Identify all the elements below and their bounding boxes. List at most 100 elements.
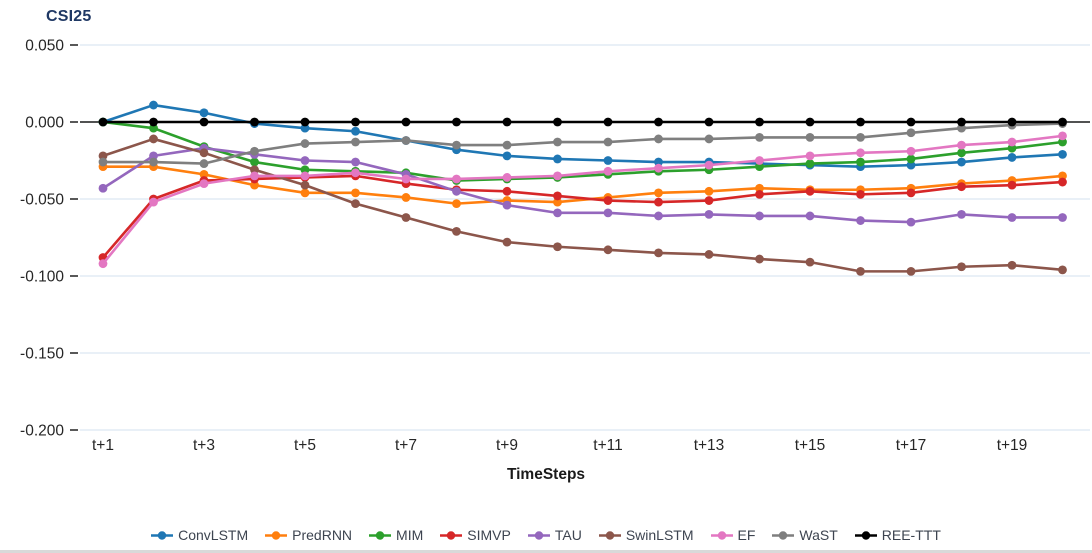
- legend-marker-icon: [265, 530, 288, 540]
- data-point-ef: [856, 148, 865, 158]
- data-point-convlstm: [1007, 153, 1017, 162]
- data-point-wast: [856, 133, 865, 142]
- data-point-tau: [755, 211, 764, 221]
- data-point-ef: [401, 174, 411, 184]
- data-point-ree-ttt: [1007, 117, 1017, 127]
- data-point-ef: [199, 179, 209, 189]
- legend-item-wast: WaST: [772, 527, 838, 543]
- legend-item-ree-ttt: REE-TTT: [854, 527, 941, 543]
- data-point-mim: [805, 159, 815, 168]
- data-point-ree-ttt: [250, 117, 259, 127]
- data-point-tau: [502, 200, 512, 210]
- data-point-ree-ttt: [856, 117, 865, 127]
- x-tick-label: t+15: [795, 437, 826, 454]
- data-point-ree-ttt: [906, 117, 916, 127]
- data-point-mim: [957, 148, 966, 158]
- data-point-swinlstm: [704, 250, 714, 259]
- data-point-predrnn: [755, 183, 764, 193]
- data-point-ef: [149, 197, 158, 207]
- data-point-tau: [1007, 213, 1017, 222]
- data-point-predrnn: [452, 199, 461, 209]
- data-point-ef: [755, 156, 764, 165]
- data-point-mim: [149, 123, 158, 133]
- data-point-tau: [149, 151, 158, 161]
- data-point-tau: [603, 208, 613, 218]
- legend-marker-icon: [527, 530, 550, 540]
- data-point-swinlstm: [351, 199, 360, 209]
- legend-item-simvp: SIMVP: [440, 527, 511, 543]
- data-point-ef: [957, 140, 966, 150]
- data-point-tau: [957, 210, 966, 219]
- data-point-swinlstm: [805, 257, 815, 267]
- legend-item-predrnn: PredRNN: [265, 527, 352, 543]
- data-point-ree-ttt: [401, 117, 411, 127]
- data-point-ree-ttt: [502, 117, 512, 127]
- data-point-swinlstm: [1007, 260, 1017, 270]
- data-point-tau: [856, 216, 865, 225]
- data-point-swinlstm: [452, 226, 461, 236]
- legend-item-ef: EF: [710, 527, 756, 543]
- data-point-predrnn: [351, 188, 360, 198]
- legend-label: SIMVP: [467, 527, 511, 543]
- bottom-divider: [0, 550, 1092, 553]
- legend-label: WaST: [799, 527, 838, 543]
- data-point-ef: [1058, 131, 1067, 141]
- data-point-wast: [603, 137, 613, 147]
- data-point-swinlstm: [401, 213, 411, 222]
- chart-legend: ConvLSTM PredRNN MIM SIMVP TAU SwinLSTM EF WaST…: [0, 527, 1092, 543]
- data-point-simvp: [755, 189, 764, 199]
- y-tick-label: -0.050: [20, 192, 64, 209]
- data-point-swinlstm: [957, 262, 966, 272]
- legend-label: ConvLSTM: [178, 527, 249, 543]
- data-point-ree-ttt: [300, 117, 310, 127]
- data-point-wast: [704, 134, 714, 144]
- data-point-wast: [98, 157, 108, 167]
- data-point-wast: [351, 137, 360, 147]
- legend-marker-icon: [151, 530, 174, 540]
- legend-item-swinlstm: SwinLSTM: [598, 527, 694, 543]
- data-point-convlstm: [351, 126, 360, 136]
- data-point-ree-ttt: [654, 117, 663, 127]
- data-point-tau: [805, 211, 815, 221]
- y-tick-label: -0.200: [20, 423, 64, 440]
- data-point-ef: [300, 171, 310, 181]
- data-point-wast: [199, 159, 209, 168]
- data-point-simvp: [805, 186, 815, 196]
- data-point-simvp: [603, 196, 613, 205]
- data-point-ef: [603, 166, 613, 176]
- data-point-wast: [553, 137, 562, 147]
- data-point-swinlstm: [199, 148, 209, 158]
- y-tick-label: -0.100: [20, 269, 64, 286]
- data-point-ree-ttt: [755, 117, 764, 127]
- legend-label: REE-TTT: [881, 527, 941, 543]
- legend-label: EF: [737, 527, 756, 543]
- data-point-ree-ttt: [603, 117, 613, 127]
- data-point-simvp: [957, 182, 966, 192]
- legend-label: PredRNN: [292, 527, 353, 543]
- data-point-swinlstm: [300, 180, 310, 190]
- data-point-ree-ttt: [957, 117, 966, 127]
- data-point-ree-ttt: [1058, 117, 1067, 127]
- x-tick-label: t+13: [694, 437, 725, 454]
- data-point-predrnn: [1058, 171, 1067, 181]
- legend-label: MIM: [396, 527, 424, 543]
- data-point-wast: [452, 140, 461, 150]
- data-point-convlstm: [1058, 149, 1067, 159]
- x-tick-label: t+5: [294, 437, 316, 454]
- legend-marker-icon: [854, 530, 877, 540]
- legend-marker-icon: [710, 530, 733, 540]
- data-point-convlstm: [906, 160, 916, 170]
- data-point-ree-ttt: [452, 117, 461, 127]
- data-point-convlstm: [502, 151, 512, 161]
- data-point-ree-ttt: [553, 117, 562, 127]
- data-point-convlstm: [654, 157, 663, 167]
- data-point-convlstm: [553, 154, 562, 164]
- data-point-ef: [553, 171, 562, 181]
- line-chart-plot: 0.050 0.000 -0.050 -0.100 -0.150 -0.200 t+1 t+3…: [20, 38, 1090, 454]
- data-point-mim: [1007, 143, 1017, 153]
- data-point-wast: [502, 140, 512, 150]
- data-point-predrnn: [300, 188, 310, 198]
- data-point-wast: [906, 128, 916, 138]
- x-tick-label: t+17: [896, 437, 927, 454]
